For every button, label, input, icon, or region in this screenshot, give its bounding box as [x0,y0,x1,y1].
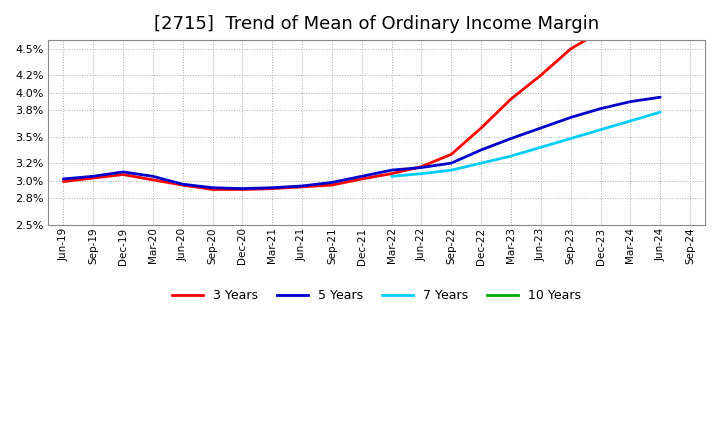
Title: [2715]  Trend of Mean of Ordinary Income Margin: [2715] Trend of Mean of Ordinary Income … [154,15,599,33]
Legend: 3 Years, 5 Years, 7 Years, 10 Years: 3 Years, 5 Years, 7 Years, 10 Years [167,284,586,307]
